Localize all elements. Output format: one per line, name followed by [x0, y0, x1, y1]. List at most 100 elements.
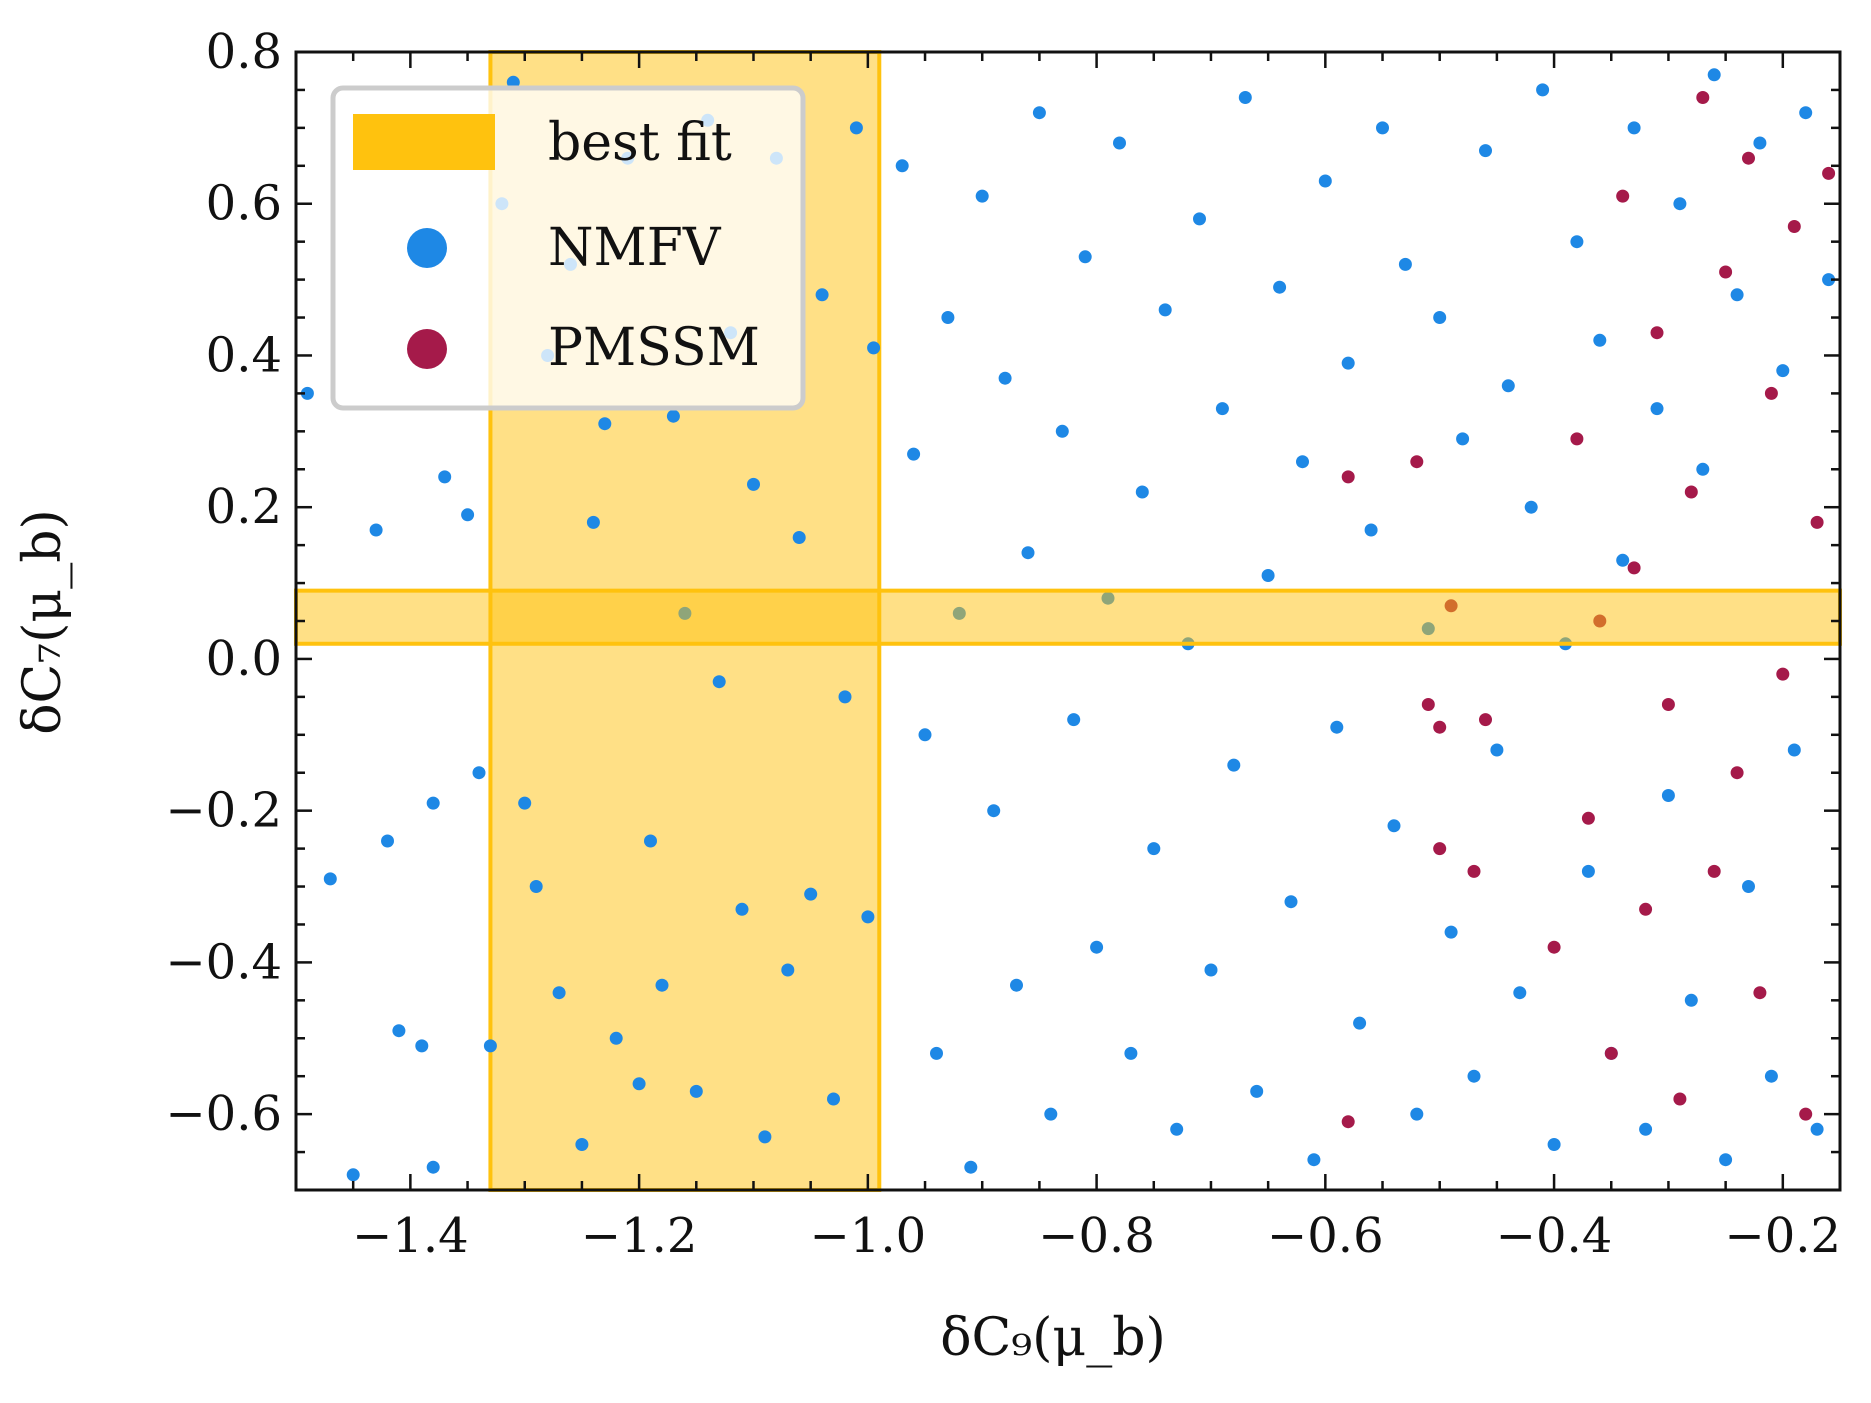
nmfv-point	[1078, 250, 1092, 264]
nmfv-point	[1158, 303, 1172, 317]
x-tick-label: −0.6	[1267, 1208, 1384, 1264]
pmssm-point	[1742, 151, 1755, 165]
pmssm-point	[1776, 667, 1790, 681]
pmssm-point	[1719, 265, 1733, 279]
nmfv-point	[1707, 68, 1721, 82]
nmfv-point	[987, 804, 1001, 818]
pmssm-point	[1341, 470, 1355, 484]
nmfv-point	[483, 1039, 497, 1053]
nmfv-point	[381, 834, 394, 848]
nmfv-point	[998, 371, 1012, 385]
nmfv-point	[1524, 500, 1538, 514]
pmssm-point	[1753, 986, 1767, 1000]
nmfv-point	[1204, 963, 1218, 977]
nmfv-point	[1307, 1153, 1321, 1167]
nmfv-point	[1341, 356, 1355, 370]
nmfv-point	[575, 1138, 589, 1151]
nmfv-point	[1501, 379, 1515, 393]
nmfv-point	[1730, 288, 1744, 302]
nmfv-point	[1032, 106, 1046, 120]
pmssm-point	[1799, 1107, 1813, 1121]
nmfv-point	[1513, 986, 1527, 1000]
legend-pmssm-marker	[407, 329, 447, 369]
pmssm-point	[1616, 189, 1630, 203]
nmfv-point	[415, 1039, 429, 1053]
nmfv-point	[300, 386, 314, 400]
legend-nmfv-label: NMFV	[548, 218, 722, 278]
nmfv-point	[849, 121, 863, 135]
nmfv-point	[1296, 455, 1309, 469]
nmfv-point	[792, 531, 806, 544]
nmfv-point	[1547, 1138, 1561, 1151]
nmfv-point	[1719, 1153, 1733, 1167]
nmfv-point	[1147, 842, 1161, 856]
pmssm-point	[1479, 713, 1492, 727]
nmfv-point	[1273, 280, 1287, 294]
nmfv-point	[781, 963, 795, 977]
legend-pmssm-label: PMSSM	[548, 318, 760, 378]
nmfv-point	[1444, 925, 1458, 939]
nmfv-point	[1353, 1016, 1367, 1030]
y-tick-label: 0.6	[206, 176, 282, 232]
nmfv-point	[1479, 144, 1492, 158]
y-tick-label: 0.4	[206, 327, 282, 383]
nmfv-point	[632, 1077, 646, 1091]
nmfv-point	[689, 1084, 703, 1098]
pmssm-point	[1547, 940, 1561, 954]
nmfv-point	[1810, 1122, 1824, 1136]
axis-ticks	[294, 50, 1842, 1190]
nmfv-point	[1398, 257, 1412, 271]
x-tick-label: −0.2	[1725, 1208, 1842, 1264]
nmfv-point	[1010, 978, 1023, 992]
pmssm-point	[1707, 864, 1721, 878]
nmfv-point	[598, 417, 612, 431]
nmfv-point	[1764, 1069, 1778, 1083]
nmfv-point	[1364, 523, 1378, 537]
pmssm-point	[1730, 766, 1744, 780]
nmfv-point	[1318, 174, 1332, 188]
pmssm-point	[1570, 432, 1584, 446]
legend-nmfv-marker	[407, 228, 447, 268]
nmfv-point	[1639, 1122, 1653, 1136]
nmfv-point	[1593, 333, 1607, 347]
nmfv-point	[1581, 864, 1595, 878]
nmfv-point	[1193, 212, 1206, 226]
nmfv-point	[1227, 758, 1241, 772]
nmfv-point	[426, 796, 440, 810]
y-tick-label: −0.4	[165, 934, 282, 990]
nmfv-point	[735, 902, 749, 916]
nmfv-point	[895, 159, 909, 173]
nmfv-point	[426, 1160, 440, 1174]
pmssm-point	[1822, 166, 1836, 180]
nmfv-point	[323, 872, 337, 886]
legend-best-fit-swatch	[353, 114, 495, 170]
nmfv-point	[815, 288, 829, 302]
pmssm-point	[1421, 698, 1435, 711]
nmfv-point	[609, 1031, 623, 1045]
nmfv-point	[1135, 485, 1149, 499]
nmfv-point	[930, 1046, 943, 1060]
nmfv-point	[1261, 569, 1275, 582]
nmfv-point	[838, 690, 852, 704]
y-tick-label: −0.2	[165, 783, 282, 839]
legend: best fit NMFV PMSSM	[330, 85, 806, 411]
pmssm-point	[1650, 326, 1664, 340]
x-tick-label: −0.4	[1496, 1208, 1613, 1264]
nmfv-point	[461, 508, 475, 522]
axis-tick-labels: −1.4 −1.2 −1.0 −0.8 −0.6 −0.4 −0.2 0.8 0.6 0.4 0.2…	[165, 24, 1841, 1264]
nmfv-point	[712, 675, 726, 689]
best-fit-c7-band	[294, 588, 1842, 646]
nmfv-point	[438, 470, 452, 484]
pmssm-point	[1581, 811, 1595, 825]
nmfv-point	[804, 887, 818, 901]
nmfv-point	[552, 986, 566, 1000]
nmfv-point	[1467, 1069, 1481, 1083]
pmssm-point	[1787, 220, 1801, 233]
nmfv-point	[867, 341, 881, 355]
nmfv-point	[392, 1024, 406, 1038]
pmssm-point	[1433, 720, 1447, 734]
nmfv-point	[827, 1092, 840, 1106]
pmssm-point	[1673, 1092, 1687, 1106]
x-tick-label: −1.4	[352, 1208, 469, 1264]
nmfv-point	[1433, 311, 1447, 324]
